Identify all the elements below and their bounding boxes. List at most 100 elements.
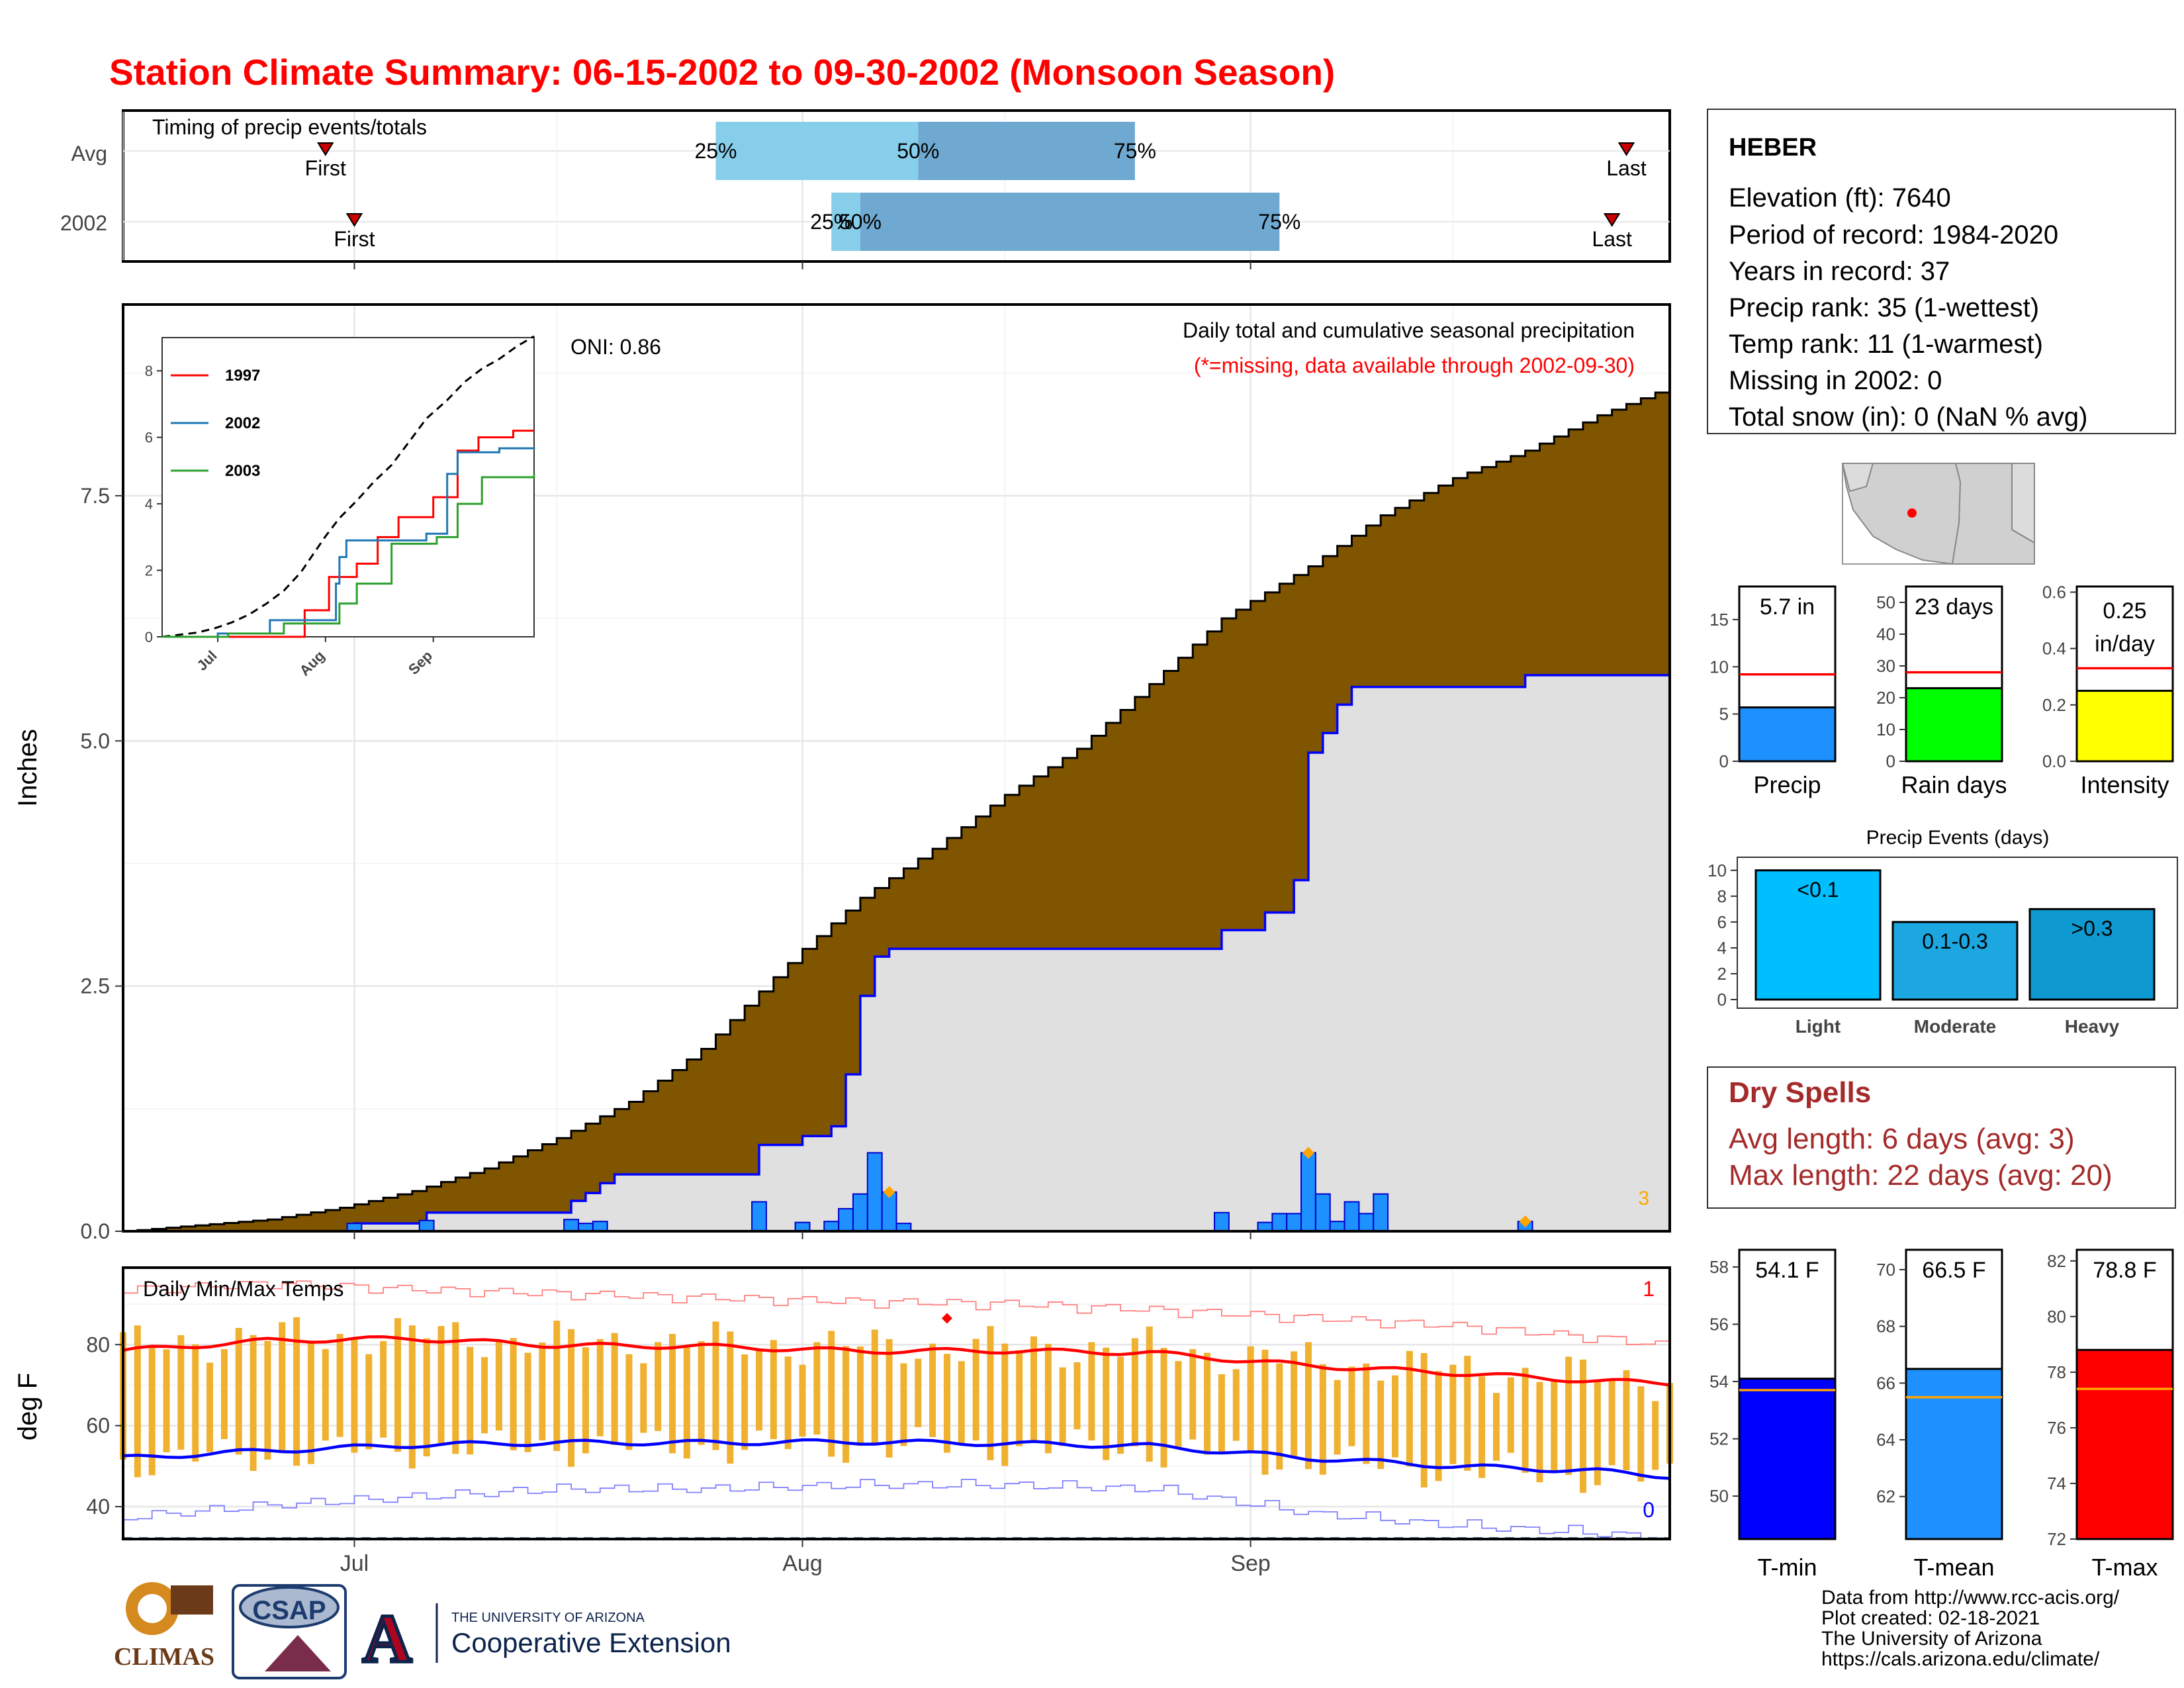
precip-y-tick-label: 2.5 bbox=[81, 974, 110, 998]
inset-y-tick-label: 8 bbox=[145, 363, 153, 379]
daily-temp-bar bbox=[1001, 1343, 1009, 1466]
temp-record-max-count: 1 bbox=[1643, 1277, 1655, 1301]
daily-temp-bar bbox=[1623, 1370, 1630, 1470]
temp-bar-fill bbox=[2075, 1348, 2174, 1540]
temp-bar-value-label: 66.5 F bbox=[1922, 1258, 1985, 1283]
temp-bar-t-min: 50 52 54 56 58 54.1 F T-min bbox=[1709, 1248, 1837, 1581]
temp-bar-y-tick-label: 70 bbox=[1876, 1260, 1895, 1280]
precip-y-tick-label: 0.0 bbox=[81, 1219, 110, 1243]
temp-bar-y-tick-label: 72 bbox=[2047, 1529, 2066, 1549]
daily-temp-bar bbox=[972, 1338, 979, 1441]
month-label-sep: Sep bbox=[1230, 1551, 1271, 1576]
daily-temp-bar bbox=[365, 1354, 373, 1450]
daily-temp-bar bbox=[1392, 1375, 1399, 1458]
daily-temp-bar bbox=[380, 1340, 387, 1438]
timing-pct-25: 25% bbox=[694, 139, 737, 163]
timing-last-label: Last bbox=[1606, 156, 1647, 180]
footer-line-2: Plot created: 02-18-2021 bbox=[1821, 1607, 2040, 1629]
station-missing: Missing in 2002: 0 bbox=[1729, 366, 1942, 395]
daily-temp-bar bbox=[1522, 1368, 1529, 1473]
daily-temp-bar bbox=[943, 1354, 950, 1453]
footer-line-3: The University of Arizona bbox=[1821, 1628, 2042, 1650]
precip-y-label: Inches bbox=[13, 729, 42, 807]
daily-temp-bar bbox=[1189, 1349, 1197, 1440]
daily-temp-bar bbox=[279, 1322, 286, 1452]
daily-temp-bar bbox=[625, 1354, 633, 1450]
inset-line-1997 bbox=[162, 430, 534, 638]
precip-panel-frame bbox=[122, 303, 1671, 1233]
summary-value-label: 5.7 in bbox=[1760, 594, 1815, 620]
events-content: 0 2 4 6 8 10 <0.1 Light 0.1-0.3 Moderate >0.3 Heavy bbox=[1707, 861, 2156, 1037]
temp-record-min-count: 0 bbox=[1643, 1498, 1655, 1522]
timing-first-marker bbox=[345, 213, 363, 227]
daily-precip-bar bbox=[1214, 1211, 1230, 1232]
temp-bar-t-mean: 62 64 66 68 70 66.5 F T-mean bbox=[1876, 1248, 2003, 1581]
daily-temp-bar bbox=[1637, 1386, 1645, 1482]
temp-bar-y-tick-label: 50 bbox=[1709, 1486, 1729, 1506]
daily-temp-bar bbox=[394, 1318, 401, 1452]
timing-last-marker bbox=[1617, 142, 1635, 156]
events-bar-label: >0.3 bbox=[2071, 916, 2113, 940]
station-name: HEBER bbox=[1729, 134, 1817, 162]
temp-y-tick-label: 60 bbox=[86, 1414, 110, 1438]
dry-spells-title: Dry Spells bbox=[1729, 1076, 1871, 1109]
climas-logo: CLIMAS bbox=[114, 1582, 214, 1671]
climas-logo-text: CLIMAS bbox=[114, 1643, 214, 1671]
events-bar-label: 0.1-0.3 bbox=[1922, 929, 1988, 953]
station-temp-rank: Temp rank: 11 (1-warmest) bbox=[1729, 330, 2043, 359]
summary-y-tick-label: 0.0 bbox=[2042, 751, 2066, 771]
daily-temp-bar bbox=[813, 1342, 821, 1435]
temp-bar-category-label: T-mean bbox=[1913, 1554, 1994, 1581]
ua-small-text: THE UNIVERSITY OF ARIZONA bbox=[451, 1611, 645, 1625]
daily-temp-bar bbox=[408, 1325, 416, 1469]
timing-pct-75: 75% bbox=[1258, 210, 1300, 234]
temp-bar-y-tick-label: 74 bbox=[2047, 1474, 2066, 1493]
summary-value-label: 23 days bbox=[1915, 594, 1993, 620]
daily-temp-bar bbox=[1334, 1380, 1341, 1455]
daily-precip-bar bbox=[1373, 1193, 1389, 1233]
temp-bar-y-tick-label: 56 bbox=[1709, 1314, 1729, 1334]
events-y-tick-label: 4 bbox=[1717, 938, 1727, 958]
daily-temp-bar bbox=[1030, 1336, 1037, 1441]
footer-line-1: Data from http://www.rcc-acis.org/ bbox=[1821, 1587, 2120, 1609]
cumulative-avg-line bbox=[123, 387, 1671, 1233]
temp-bar-y-tick-label: 68 bbox=[1876, 1317, 1895, 1336]
daily-temp-bar bbox=[1435, 1371, 1442, 1481]
inset-y-tick-label: 6 bbox=[145, 430, 153, 446]
daily-temp-bar bbox=[1479, 1376, 1486, 1478]
temp-bar-fill bbox=[1738, 1378, 1837, 1540]
daily-temp-bar bbox=[698, 1341, 705, 1445]
daily-temp-bar bbox=[1059, 1367, 1066, 1446]
summary-y-tick-label: 0 bbox=[1719, 751, 1729, 771]
events-y-tick-label: 10 bbox=[1707, 861, 1727, 880]
daily-precip-bar bbox=[1300, 1152, 1316, 1232]
station-elevation: Elevation (ft): 7640 bbox=[1729, 183, 1951, 212]
daily-temp-bar bbox=[1363, 1363, 1370, 1464]
daily-temp-bar bbox=[192, 1344, 199, 1462]
inset-line-2003 bbox=[162, 473, 535, 638]
station-period: Period of record: 1984-2020 bbox=[1729, 220, 2058, 250]
daily-temp-bar bbox=[1377, 1380, 1385, 1470]
daily-temp-bar bbox=[784, 1356, 792, 1450]
temp-bar-y-tick-label: 76 bbox=[2047, 1418, 2066, 1438]
daily-temp-bar bbox=[915, 1358, 922, 1427]
temp-bar-y-tick-label: 52 bbox=[1709, 1429, 1729, 1449]
daily-precip-bar bbox=[592, 1221, 608, 1232]
dry-spells-box: Dry Spells Avg length: 6 days (avg: 3) M… bbox=[1707, 1066, 2176, 1209]
station-precip-rank: Precip rank: 35 (1-wettest) bbox=[1729, 293, 2039, 322]
inset-line-2002 bbox=[162, 447, 535, 638]
daily-temp-bar bbox=[452, 1322, 459, 1454]
temp-bar-y-tick-label: 78 bbox=[2047, 1362, 2066, 1382]
timing-last-label: Last bbox=[1592, 227, 1632, 251]
events-category-label: Moderate bbox=[1914, 1016, 1996, 1037]
daily-temp-bar bbox=[1406, 1350, 1413, 1467]
daily-temp-bar bbox=[1146, 1326, 1153, 1462]
daily-temp-bar bbox=[539, 1342, 546, 1440]
precip-y-tick-label: 5.0 bbox=[81, 729, 110, 753]
daily-temp-bar bbox=[510, 1338, 517, 1450]
timing-pct-25: 25% bbox=[810, 210, 852, 234]
month-axis: Jul Aug Sep bbox=[340, 1539, 1271, 1576]
daily-temp-bar bbox=[1608, 1380, 1615, 1466]
daily-precip-bar bbox=[1329, 1221, 1345, 1232]
temp-bar-y-tick-label: 82 bbox=[2047, 1251, 2066, 1271]
